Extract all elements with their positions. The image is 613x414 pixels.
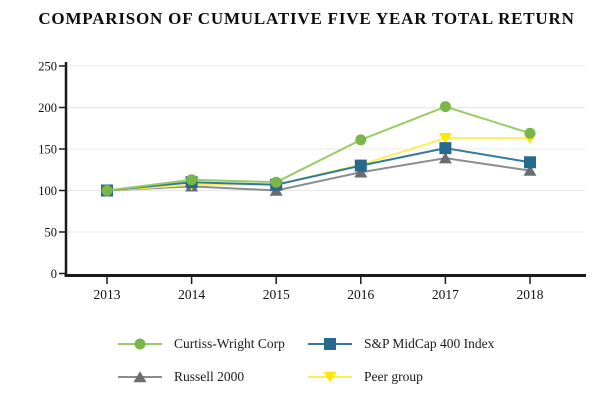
x-tick-label: 2013 (94, 287, 121, 302)
data-point-marker (355, 134, 367, 146)
data-point-marker (439, 142, 452, 155)
data-point-marker (524, 156, 536, 169)
data-point-marker (101, 185, 113, 196)
chart-legend: Curtiss-Wright Corp S&P MidCap 400 Index… (118, 334, 494, 387)
y-tick-label: 150 (38, 143, 57, 157)
legend-label-curtiss-wright: Curtiss-Wright Corp (174, 336, 285, 351)
legend-marker-glyph (118, 338, 162, 350)
series-line-curtiss-wright-corp (106, 105, 531, 192)
x-tick-label: 2015 (263, 287, 290, 302)
triangle-up-marker-icon (118, 369, 162, 385)
data-point-marker (186, 174, 198, 186)
square-marker-icon (308, 336, 352, 352)
y-tick-label: 0 (51, 267, 57, 281)
data-point-marker (524, 127, 536, 139)
data-point-marker (324, 338, 336, 350)
data-point-marker (323, 371, 337, 383)
triangle-down-marker-icon (308, 369, 352, 385)
y-tick-label: 250 (38, 60, 57, 74)
data-point-marker (439, 101, 451, 113)
x-tick-label: 2014 (178, 287, 205, 302)
line-chart-plot-area: 0 50 100 150 200 250 2013 2014 2015 2016 2017 2018 (38, 60, 586, 302)
data-point-marker (134, 338, 146, 350)
legend-marker-glyph (118, 371, 162, 383)
data-point-marker (354, 166, 368, 178)
data-point-marker (438, 152, 452, 164)
data-point-marker (523, 164, 537, 176)
legend-item-peer-group: Peer group (308, 367, 494, 387)
legend-item-curtiss-wright: Curtiss-Wright Corp (118, 334, 308, 354)
legend-label-sp-midcap-400: S&P MidCap 400 Index (364, 336, 495, 351)
x-tick-label: 2016 (347, 287, 374, 302)
circle-marker-icon (118, 336, 162, 352)
legend-marker-glyph (308, 371, 352, 383)
data-point-marker (133, 371, 147, 383)
chart-title: COMPARISON OF CUMULATIVE FIVE YEAR TOTAL… (38, 9, 575, 28)
legend-label-russell-2000: Russell 2000 (174, 369, 245, 384)
x-tick-label: 2017 (432, 287, 459, 302)
y-tick-label: 100 (38, 184, 57, 198)
series-line-russell-2000 (106, 157, 531, 192)
y-tick-label: 50 (45, 226, 58, 240)
data-point-marker (270, 176, 282, 188)
series-line-s-p-midcap-400-index (106, 147, 531, 192)
legend-marker-glyph (308, 338, 352, 350)
y-tick-label: 200 (38, 101, 57, 115)
legend-item-russell-2000: Russell 2000 (118, 367, 308, 387)
legend-label-peer-group: Peer group (364, 369, 423, 384)
x-tick-label: 2018 (517, 287, 544, 302)
data-point-marker (354, 159, 367, 172)
legend-item-sp-midcap-400: S&P MidCap 400 Index (308, 334, 494, 354)
data-point-marker (438, 133, 452, 145)
